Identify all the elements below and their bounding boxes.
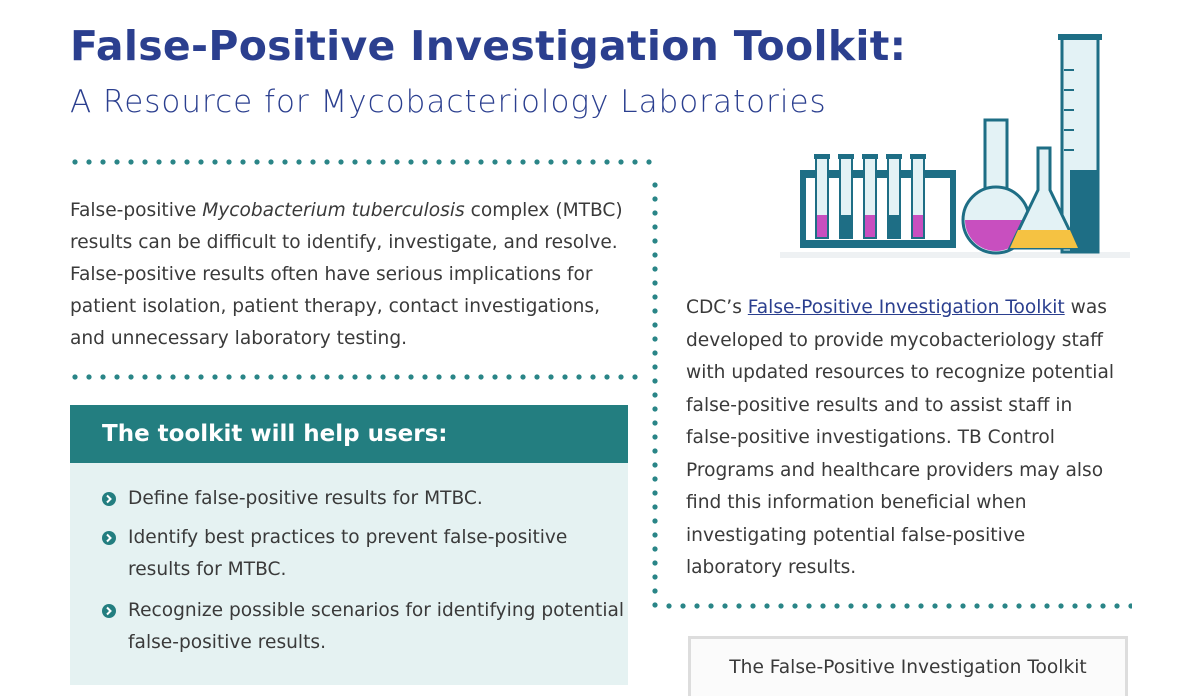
bullet-icon [102, 604, 116, 618]
box-heading: The toolkit will help users: [70, 405, 628, 463]
bullet-item: Define false-positive results for MTBC. [102, 483, 628, 515]
callout-text: The False-Positive Investigation Toolkit [729, 657, 1087, 678]
about-paragraph: CDC’s False-Positive Investigation Toolk… [686, 292, 1126, 585]
toolkit-box: The toolkit will help users: Define fals… [70, 405, 628, 685]
divider [662, 603, 1132, 609]
intro-paragraph: False-positive Mycobacterium tuberculosi… [70, 195, 640, 355]
callout-box: The False-Positive Investigation Toolkit [688, 636, 1128, 696]
title: False-Positive Investigation Toolkit: [70, 22, 907, 70]
text: CDC’s [686, 297, 748, 318]
page: False-Positive Investigation Toolkit: A … [68, 22, 1132, 696]
divider [652, 178, 658, 608]
text: complex (MTBC) results can be difficult … [70, 200, 623, 349]
toolkit-link[interactable]: False-Positive Investigation Toolkit [747, 297, 1065, 318]
item-text: Recognize possible scenarios for identif… [128, 600, 625, 653]
divider [68, 374, 642, 380]
subtitle: A Resource for Mycobacteriology Laborato… [70, 84, 827, 120]
text: was developed to provide mycobacteriolog… [686, 297, 1115, 578]
bullet-item: Recognize possible scenarios for identif… [102, 595, 628, 659]
bullet-icon [102, 492, 116, 506]
italic-text: Mycobacterium tuberculosis [202, 200, 465, 221]
bullet-icon [102, 531, 116, 545]
text: False-positive [70, 200, 203, 221]
item-text: Identify best practices to prevent false… [128, 527, 568, 580]
item-text: Define false-positive results for MTBC. [128, 488, 483, 509]
divider [68, 159, 654, 165]
lab-illustration [780, 34, 1130, 258]
bullet-item: Identify best practices to prevent false… [102, 522, 628, 586]
